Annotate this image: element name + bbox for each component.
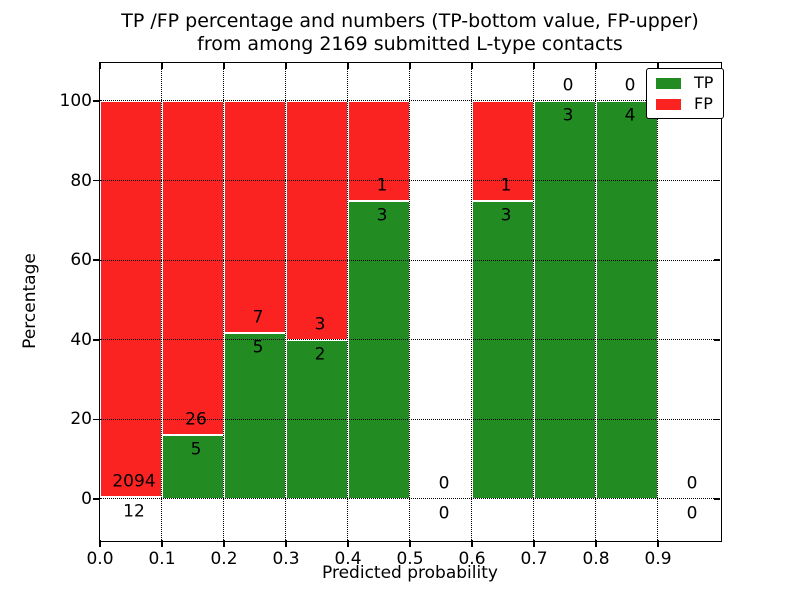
y-tick-label-0: 0 <box>81 489 92 509</box>
y-tick-label-80: 80 <box>70 170 92 191</box>
x-tick-label-0.8: 0.8 <box>582 549 610 569</box>
bar-tp-0.4-0.5 <box>348 200 410 499</box>
label-tp-count-0.6-0.7: 3 <box>500 205 512 225</box>
x-tick-bottom-0.2 <box>223 540 225 547</box>
y-tick-label-20: 20 <box>70 409 92 430</box>
bar-fp-0.2-0.3 <box>224 101 286 334</box>
x-tick-label-0.7: 0.7 <box>520 549 548 569</box>
label-tp-count-0.3-0.4: 2 <box>314 344 326 365</box>
legend-swatch-fp-icon <box>656 98 681 110</box>
legend-item-tp: TP <box>656 75 713 91</box>
x-tick-bottom-0.1 <box>161 540 163 547</box>
x-tick-label-0.4: 0.4 <box>334 549 362 569</box>
x-tick-top-0.7 <box>533 63 535 69</box>
bar-tp-0.1-0.2 <box>162 434 224 499</box>
x-tick-bottom-0.3 <box>285 540 287 547</box>
x-tick-top-0.1 <box>161 63 163 69</box>
bar-fp-0.0-0.1 <box>100 101 162 497</box>
bar-tp-0.7-0.8 <box>534 101 596 499</box>
label-tp-count-0.2-0.3: 5 <box>252 337 264 358</box>
chart-title-line2: from among 2169 submitted L-type contact… <box>197 33 623 55</box>
y-tick-label-60: 60 <box>70 250 92 271</box>
x-tick-top-0.2 <box>223 63 225 69</box>
label-fp-count-0.6-0.7: 1 <box>500 175 512 195</box>
label-fp-count-0.5-0.6: 0 <box>438 473 450 494</box>
y-tick-label-100: 100 <box>59 91 92 111</box>
x-tick-top-0.8 <box>595 63 597 69</box>
chart-title-line1: TP /FP percentage and numbers (TP-bottom… <box>121 10 699 32</box>
x-tick-bottom-0.6 <box>471 540 473 547</box>
x-tick-label-0.0: 0.0 <box>86 549 114 569</box>
x-tick-bottom-0.4 <box>347 540 349 547</box>
x-tick-label-0.2: 0.2 <box>210 549 238 569</box>
bar-tp-0.2-0.3 <box>224 333 286 499</box>
x-tick-bottom-0.0 <box>99 540 101 547</box>
x-tick-label-0.6: 0.6 <box>458 549 486 569</box>
label-fp-count-0.3-0.4: 3 <box>314 314 326 335</box>
label-fp-count-0.4-0.5: 1 <box>376 175 388 195</box>
x-tick-label-0.9: 0.9 <box>644 549 672 569</box>
y-tick-right-60 <box>714 259 720 261</box>
label-tp-count-0.4-0.5: 3 <box>376 205 388 225</box>
x-tick-top-0.6 <box>471 63 473 69</box>
label-tp-count-0.0-0.1: 12 <box>123 501 145 522</box>
bar-fp-0.3-0.4 <box>286 101 348 340</box>
y-tick-right-40 <box>714 339 720 341</box>
y-tick-label-40: 40 <box>70 329 92 350</box>
label-fp-count-0.0-0.1: 2094 <box>112 471 156 492</box>
legend-label-fp: FP <box>694 94 713 113</box>
legend-swatch-tp-icon <box>656 77 681 89</box>
bar-fp-0.1-0.2 <box>162 101 224 435</box>
y-tick-right-0 <box>714 498 720 500</box>
label-fp-count-0.1-0.2: 26 <box>185 409 207 430</box>
label-tp-count-0.7-0.8: 3 <box>562 105 574 126</box>
y-tick-left-20 <box>93 418 100 421</box>
label-fp-count-0.8-0.9: 0 <box>624 75 636 96</box>
bar-tp-0.6-0.7 <box>472 200 534 499</box>
y-tick-left-0 <box>93 498 100 500</box>
label-fp-count-0.2-0.3: 7 <box>252 307 264 328</box>
x-tick-label-0.3: 0.3 <box>272 549 300 569</box>
y-tick-left-60 <box>93 259 100 261</box>
legend-item-fp: FP <box>656 96 713 112</box>
y-tick-left-40 <box>93 339 100 341</box>
y-tick-right-20 <box>714 418 720 421</box>
bar-fp-0.6-0.7 <box>472 101 534 201</box>
label-fp-count-0.7-0.8: 0 <box>562 75 574 96</box>
label-tp-count-0.1-0.2: 5 <box>190 439 202 460</box>
bar-tp-0.0-0.1 <box>100 496 162 499</box>
x-tick-bottom-0.7 <box>533 540 535 547</box>
x-axis-label: Predicted probability <box>322 563 498 583</box>
x-tick-label-0.1: 0.1 <box>148 549 176 569</box>
label-fp-count-0.9-1.0: 0 <box>686 473 698 494</box>
y-tick-left-80 <box>93 179 100 182</box>
x-tick-top-0.3 <box>285 63 287 69</box>
bar-fp-0.4-0.5 <box>348 101 410 201</box>
y-axis-label: Percentage <box>20 253 40 349</box>
legend-label-tp: TP <box>694 73 714 92</box>
y-tick-right-80 <box>714 179 720 182</box>
label-tp-count-0.5-0.6: 0 <box>438 503 450 524</box>
bar-tp-0.8-0.9 <box>596 101 658 499</box>
chart-title: TP /FP percentage and numbers (TP-bottom… <box>100 10 720 56</box>
legend: TP FP <box>646 68 725 119</box>
label-tp-count-0.9-1.0: 0 <box>686 503 698 524</box>
x-tick-top-0.0 <box>99 63 101 69</box>
y-tick-left-100 <box>93 100 100 102</box>
x-tick-bottom-0.9 <box>657 540 659 547</box>
x-tick-bottom-0.5 <box>409 540 411 547</box>
x-tick-bottom-0.8 <box>595 540 597 547</box>
x-tick-top-0.4 <box>347 63 349 69</box>
x-tick-top-0.5 <box>409 63 411 69</box>
label-tp-count-0.8-0.9: 4 <box>624 105 636 126</box>
x-tick-label-0.5: 0.5 <box>396 549 424 569</box>
